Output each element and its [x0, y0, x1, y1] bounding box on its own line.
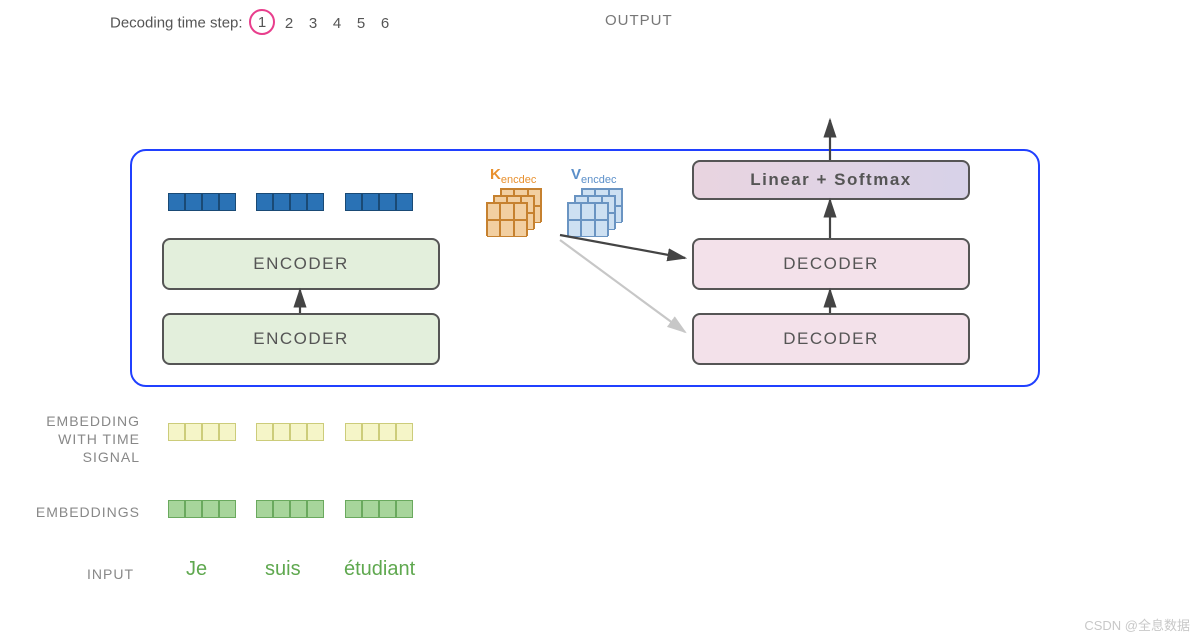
decoder-block-bottom: DECODER — [692, 313, 970, 365]
timestep-number: 5 — [351, 15, 371, 32]
output-label: OUTPUT — [605, 12, 673, 29]
timestep-number: 3 — [303, 15, 323, 32]
k-encdec-label: Kencdec — [490, 166, 536, 186]
v-encdec-label: Vencdec — [571, 166, 617, 186]
timestep-number: 2 — [279, 15, 299, 32]
encoder-label: ENCODER — [253, 329, 349, 349]
timestep-number: 4 — [327, 15, 347, 32]
linear-softmax-block: Linear + Softmax — [692, 160, 970, 200]
embedding-time-strip — [256, 423, 324, 441]
input-word: suis — [265, 558, 301, 581]
timestep-number: 6 — [375, 15, 395, 32]
timestep-row: Decoding time step: 123456 — [110, 10, 397, 36]
embedding-strip — [345, 500, 413, 518]
embeddings-label: EMBEDDINGS — [10, 503, 140, 521]
encoder-label: ENCODER — [253, 254, 349, 274]
embedding-time-strip — [345, 423, 413, 441]
encoder-output-strip — [345, 193, 413, 211]
embedding-strip — [168, 500, 236, 518]
input-word: Je — [186, 558, 207, 581]
embedding-time-signal-label: EMBEDDING WITH TIME SIGNAL — [10, 412, 140, 467]
encoder-output-strip — [256, 193, 324, 211]
timestep-label: Decoding time step: — [110, 15, 243, 32]
watermark: CSDN @全息数据 — [1084, 615, 1190, 634]
embedding-strip — [256, 500, 324, 518]
timestep-active: 1 — [249, 9, 275, 35]
decoder-label: DECODER — [783, 329, 879, 349]
linear-softmax-label: Linear + Softmax — [750, 170, 911, 190]
embedding-time-strip — [168, 423, 236, 441]
input-word: étudiant — [344, 558, 415, 581]
decoder-block-top: DECODER — [692, 238, 970, 290]
input-label: INPUT — [74, 565, 134, 583]
encoder-block-bottom: ENCODER — [162, 313, 440, 365]
encoder-block-top: ENCODER — [162, 238, 440, 290]
encoder-output-strip — [168, 193, 236, 211]
decoder-label: DECODER — [783, 254, 879, 274]
